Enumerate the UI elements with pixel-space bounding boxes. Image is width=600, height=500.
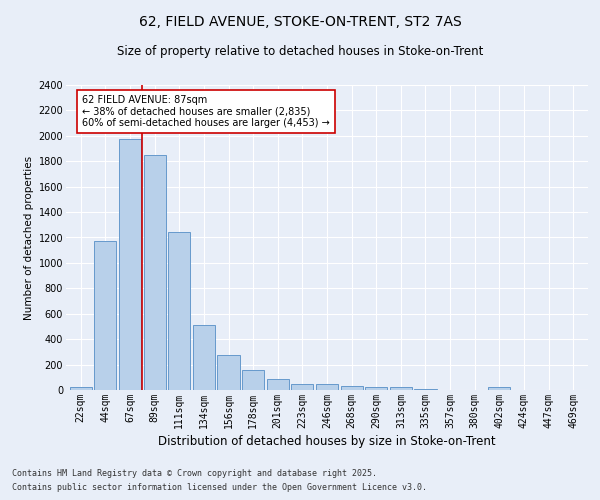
Bar	[193, 324, 215, 390]
Text: Contains HM Land Registry data © Crown copyright and database right 2025.: Contains HM Land Registry data © Crown c…	[12, 468, 377, 477]
Text: 62 FIELD AVENUE: 87sqm
← 38% of detached houses are smaller (2,835)
60% of semi-: 62 FIELD AVENUE: 87sqm ← 38% of detached…	[82, 95, 330, 128]
Bar	[168, 232, 190, 390]
Bar	[217, 355, 239, 390]
Bar	[365, 387, 388, 390]
Bar	[143, 155, 166, 390]
Bar	[291, 384, 313, 390]
Bar	[390, 388, 412, 390]
Bar	[488, 388, 511, 390]
Text: Size of property relative to detached houses in Stoke-on-Trent: Size of property relative to detached ho…	[117, 45, 483, 58]
Bar	[70, 387, 92, 390]
Bar	[94, 240, 116, 390]
Bar	[316, 384, 338, 390]
Bar	[266, 378, 289, 390]
Text: Contains public sector information licensed under the Open Government Licence v3: Contains public sector information licen…	[12, 484, 427, 492]
Bar	[341, 386, 363, 390]
Text: 62, FIELD AVENUE, STOKE-ON-TRENT, ST2 7AS: 62, FIELD AVENUE, STOKE-ON-TRENT, ST2 7A…	[139, 15, 461, 29]
Bar	[415, 388, 437, 390]
Y-axis label: Number of detached properties: Number of detached properties	[25, 156, 34, 320]
X-axis label: Distribution of detached houses by size in Stoke-on-Trent: Distribution of detached houses by size …	[158, 435, 496, 448]
Bar	[119, 139, 141, 390]
Bar	[242, 370, 264, 390]
